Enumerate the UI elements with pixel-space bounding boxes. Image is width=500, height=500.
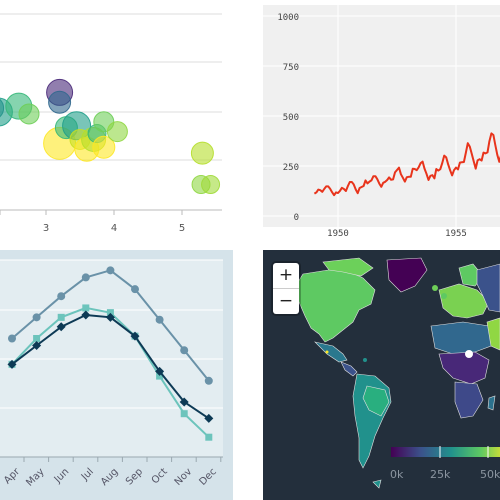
map-region-russia[interactable] — [476, 263, 500, 313]
map-legend: 0k 25k 50k — [390, 446, 500, 481]
bubble-point — [92, 135, 116, 159]
data-point — [106, 266, 115, 275]
world-map-panel[interactable]: 0k 25k 50k + − — [263, 250, 500, 500]
data-point — [106, 309, 114, 317]
bubble-chart-panel: 3 4 5 — [0, 0, 250, 250]
legend-tick-label: 25k — [430, 468, 451, 481]
data-point — [155, 315, 164, 324]
legend-tick-label: 50k — [480, 468, 500, 481]
legend-colorbar — [391, 447, 500, 457]
map-region-greenland[interactable] — [386, 257, 428, 293]
map-region-north-america[interactable] — [292, 267, 376, 343]
map-region-island[interactable] — [325, 350, 329, 354]
data-point — [180, 346, 189, 355]
map-region-brazil[interactable] — [362, 385, 390, 417]
data-point — [204, 413, 214, 423]
data-point — [204, 376, 213, 385]
monthly-line-chart: Apr May Jun Jul Aug Sep Oct Nov Dec — [0, 250, 233, 500]
x-tick-label: 1955 — [445, 229, 467, 239]
data-point — [155, 366, 165, 376]
map-region-mexico[interactable] — [314, 341, 348, 363]
data-point — [179, 397, 189, 407]
bubble-point — [18, 103, 40, 125]
bubble-point — [48, 90, 72, 114]
y-tick-label: 500 — [283, 113, 299, 123]
map-land[interactable] — [292, 257, 500, 489]
data-point — [33, 335, 41, 342]
line-chart: 0 250 500 750 1000 1950 1955 — [263, 5, 500, 239]
data-point — [7, 359, 17, 369]
map-region-europe[interactable] — [438, 283, 490, 319]
map-region-central-america[interactable] — [340, 361, 358, 377]
x-tick-label: 5 — [179, 223, 185, 234]
y-tick-label: 750 — [283, 63, 299, 73]
data-point — [156, 372, 164, 380]
zoom-out-button[interactable]: − — [273, 288, 299, 314]
x-tick-label: 1950 — [327, 229, 349, 239]
map-region-antarctic-islands[interactable] — [372, 479, 382, 489]
data-point — [81, 310, 91, 320]
data-point — [32, 313, 41, 322]
y-tick-label: 250 — [283, 163, 299, 173]
map-region-north-africa[interactable] — [430, 321, 492, 355]
monthly-chart-panel: Apr May Jun Jul Aug Sep Oct Nov Dec — [0, 250, 250, 500]
data-point — [81, 273, 90, 282]
zoom-in-button[interactable]: + — [278, 265, 294, 285]
data-point — [8, 334, 16, 343]
world-choropleth-map[interactable]: 0k 25k 50k — [263, 250, 500, 500]
bubble-chart: 3 4 5 — [0, 13, 222, 234]
y-tick-label: 1000 — [277, 13, 299, 23]
map-region-canada-north[interactable] — [322, 257, 374, 277]
data-point — [130, 331, 140, 341]
y-tick-label: 0 — [294, 213, 299, 223]
map-region-caribbean[interactable] — [363, 358, 367, 362]
data-point — [105, 312, 115, 322]
map-region-middle-east[interactable] — [486, 317, 500, 351]
map-region-madagascar[interactable] — [487, 395, 496, 411]
x-tick-label: 4 — [111, 223, 117, 234]
data-point — [131, 285, 139, 294]
data-point — [205, 433, 213, 441]
data-point — [57, 313, 65, 321]
legend-tick-label: 0k — [390, 468, 404, 481]
bubble-point — [190, 141, 214, 165]
bubble-point — [106, 121, 128, 143]
map-region-central-africa[interactable] — [438, 351, 490, 385]
data-point — [56, 322, 66, 332]
panel-background — [0, 250, 233, 500]
map-region-iceland[interactable] — [432, 285, 438, 291]
data-point — [32, 341, 42, 351]
line-chart-panel: 0 250 500 750 1000 1950 1955 — [250, 0, 500, 250]
data-point — [82, 304, 90, 312]
series-line — [313, 132, 500, 197]
map-zoom-control: + − — [273, 263, 299, 314]
map-region-uk[interactable] — [441, 293, 447, 299]
data-point — [57, 292, 66, 301]
x-tick-label: 3 — [43, 223, 49, 234]
bubble-point — [201, 175, 221, 195]
data-point — [180, 410, 188, 418]
map-region-southern-africa[interactable] — [454, 381, 484, 419]
map-region-white-marker[interactable] — [465, 350, 473, 358]
